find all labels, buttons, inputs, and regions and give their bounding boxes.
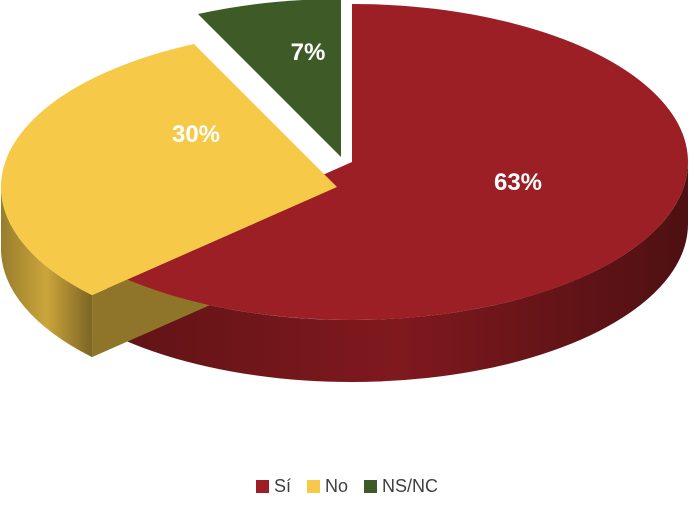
slice-nsnc (197, 0, 341, 157)
legend-label-nsnc: NS/NC (382, 475, 439, 496)
slice-side-no (1, 187, 93, 358)
legend-swatch-no (306, 479, 320, 493)
legend-item-nsnc: NS/NC (364, 476, 438, 497)
slice-si (107, 4, 689, 320)
legend-item-no: No (306, 475, 348, 497)
slice-side-si (107, 162, 689, 382)
legend-swatch-nsnc (364, 479, 377, 493)
data-label-no: 30% (172, 121, 220, 148)
pie-labels: 63% 30% 7% (172, 39, 542, 196)
legend: Sí No NS/NC (0, 466, 694, 506)
legend-swatch-si (255, 479, 269, 493)
pie-tops (0, 0, 689, 320)
slice-no (0, 44, 337, 296)
data-label-nsnc: 7% (291, 39, 326, 66)
pie-chart: 63% 30% 7% (0, 0, 689, 382)
legend-label-si: Sí (273, 475, 291, 496)
legend-item-si: Sí (255, 475, 291, 497)
data-label-si: 63% (494, 169, 542, 196)
legend-label-no: No (324, 475, 348, 496)
